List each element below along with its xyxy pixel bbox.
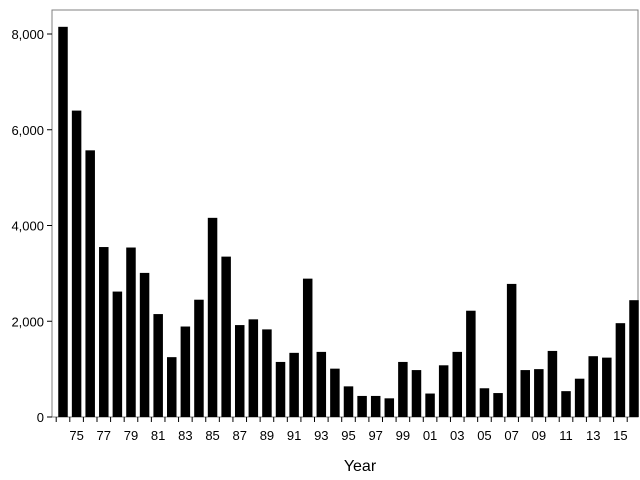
bar-92 (302, 278, 313, 417)
bar-82 (167, 357, 177, 417)
bar-15 (615, 323, 626, 417)
x-tick-label: 03 (450, 428, 464, 443)
bar-96 (357, 395, 367, 417)
x-tick-label: 97 (368, 428, 382, 443)
bar-10 (547, 350, 558, 417)
bar-98 (384, 398, 395, 417)
y-tick-label: 2,000 (11, 314, 44, 329)
x-tick-label: 09 (532, 428, 546, 443)
y-axis: 0 2,000 4,000 6,000 8,000 (11, 27, 52, 425)
x-tick-label: 99 (396, 428, 410, 443)
x-axis: 75 77 79 81 83 85 87 89 91 93 95 97 99 01 03 05 07 09 11 13… (55, 417, 628, 443)
bar-07 (506, 283, 517, 417)
bar-06 (493, 393, 503, 417)
x-tick-label: 95 (341, 428, 355, 443)
bar-84 (194, 299, 204, 417)
x-tick-label: 07 (504, 428, 518, 443)
bar-94 (330, 368, 340, 417)
bar-97 (370, 395, 381, 417)
bar-76 (85, 150, 95, 417)
bar-91 (289, 352, 299, 417)
bar-14 (602, 357, 612, 417)
x-tick-label: 79 (124, 428, 138, 443)
bar-05 (479, 388, 490, 417)
bar-90 (275, 361, 286, 417)
x-tick-label: 81 (151, 428, 165, 443)
bar-86 (221, 256, 231, 417)
bar-75 (71, 110, 82, 417)
bar-02 (438, 365, 449, 417)
x-tick-label: 75 (69, 428, 83, 443)
bar-13 (588, 356, 598, 417)
bar-09 (534, 369, 544, 418)
bar-78 (112, 291, 123, 417)
bar-89 (262, 329, 272, 417)
bar-99 (398, 361, 408, 417)
bar-95 (343, 386, 354, 417)
bar-04 (466, 310, 476, 417)
bar-74 (58, 26, 68, 417)
x-tick-label: 89 (260, 428, 274, 443)
bar-83 (180, 326, 191, 417)
bar-81 (153, 314, 163, 417)
bars-group (58, 26, 639, 418)
y-tick-label: 4,000 (11, 219, 44, 234)
y-tick-label: 0 (37, 410, 44, 425)
bar-93 (316, 351, 327, 417)
bar-85 (207, 217, 218, 417)
x-tick-label: 91 (287, 428, 301, 443)
x-tick-label: 83 (178, 428, 192, 443)
bar-80 (139, 272, 150, 417)
x-tick-label: 05 (477, 428, 491, 443)
x-tick-label: 93 (314, 428, 328, 443)
x-tick-label: 87 (233, 428, 247, 443)
x-tick-label: 13 (586, 428, 600, 443)
bar-88 (248, 319, 259, 417)
bar-01 (425, 393, 435, 417)
x-tick-label: 11 (559, 428, 573, 443)
x-tick-label: 85 (205, 428, 219, 443)
bar-12 (574, 378, 585, 417)
x-tick-label: 15 (613, 428, 627, 443)
bar-16 (629, 300, 639, 417)
x-tick-label: 01 (423, 428, 437, 443)
y-tick-label: 6,000 (11, 123, 44, 138)
bar-79 (126, 247, 136, 417)
bar-87 (234, 325, 245, 417)
x-tick-label: 77 (97, 428, 111, 443)
bar-77 (99, 247, 109, 417)
x-axis-title: Year (344, 458, 377, 475)
bar-00 (411, 370, 422, 417)
bar-03 (452, 351, 463, 417)
y-tick-label: 8,000 (11, 27, 44, 42)
bar-11 (561, 391, 571, 417)
bar-08 (520, 370, 530, 417)
